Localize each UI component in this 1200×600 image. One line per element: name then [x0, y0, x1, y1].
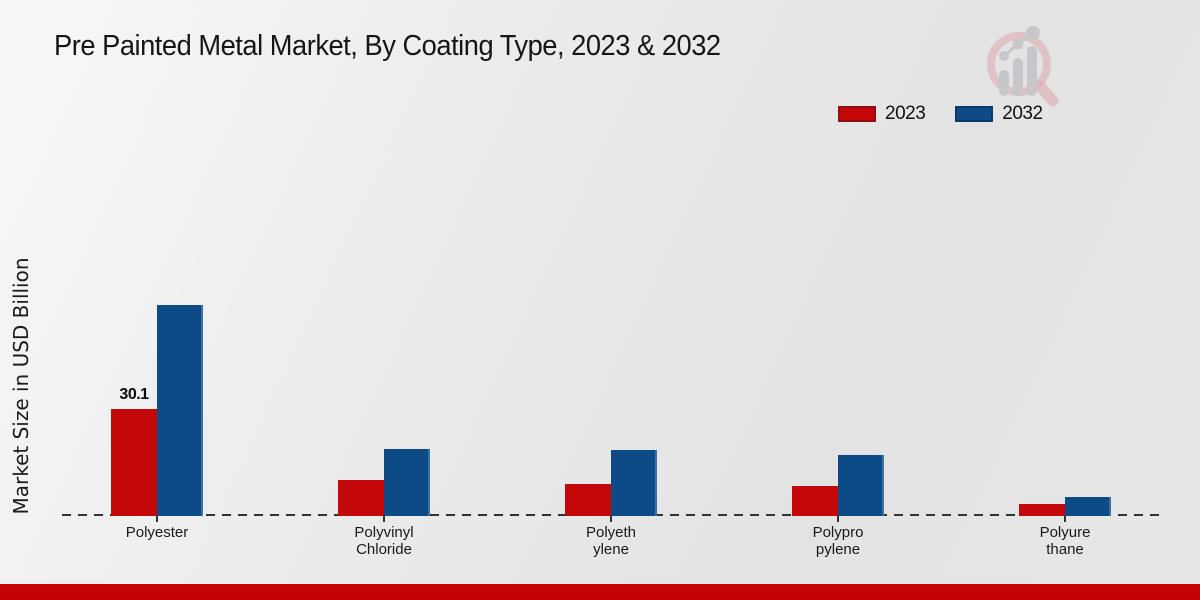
category-label-polypropylene: Polypro pylene	[812, 524, 864, 558]
bar-2023-polyethylene	[565, 484, 611, 516]
bar-2032-polyethylene	[611, 450, 657, 516]
bar-2023-polyurethane	[1019, 504, 1065, 516]
x-tick-polyvinyl-chloride	[383, 516, 385, 522]
legend-label-2023: 2023	[885, 103, 926, 124]
category-label-polyurethane: Polyure thane	[1039, 524, 1091, 558]
bar-2023-polypropylene	[792, 486, 838, 516]
category-label-polyethylene: Polyeth ylene	[585, 524, 637, 558]
x-tick-polyester	[156, 516, 158, 522]
bar-2032-polyurethane	[1065, 497, 1111, 516]
bar-2023-polyester	[111, 409, 157, 516]
legend-item-2023: 2023	[838, 103, 926, 125]
bar-2032-polyvinyl-chloride	[384, 449, 430, 516]
legend-swatch-2023	[838, 106, 876, 122]
legend: 2023 2032	[838, 103, 1043, 125]
bar-2032-polyester	[157, 305, 203, 516]
legend-label-2032: 2032	[1002, 103, 1043, 124]
legend-item-2032: 2032	[955, 103, 1043, 125]
legend-swatch-2032	[955, 106, 994, 122]
bar-2023-polyvinyl-chloride	[338, 480, 384, 516]
x-tick-polypropylene	[837, 516, 839, 522]
category-label-polyester: Polyester	[125, 524, 189, 541]
bar-2032-polypropylene	[838, 455, 884, 516]
chart-title: Pre Painted Metal Market, By Coating Typ…	[54, 30, 721, 62]
magnifier-barchart-logo-icon	[987, 26, 1059, 107]
x-tick-polyurethane	[1064, 516, 1066, 522]
x-tick-polyethylene	[610, 516, 612, 522]
footer-accent-strip	[0, 584, 1200, 600]
category-label-polyvinyl-chloride: Polyvinyl Chloride	[354, 524, 414, 558]
data-label-2023-polyester: 30.1	[119, 386, 149, 403]
